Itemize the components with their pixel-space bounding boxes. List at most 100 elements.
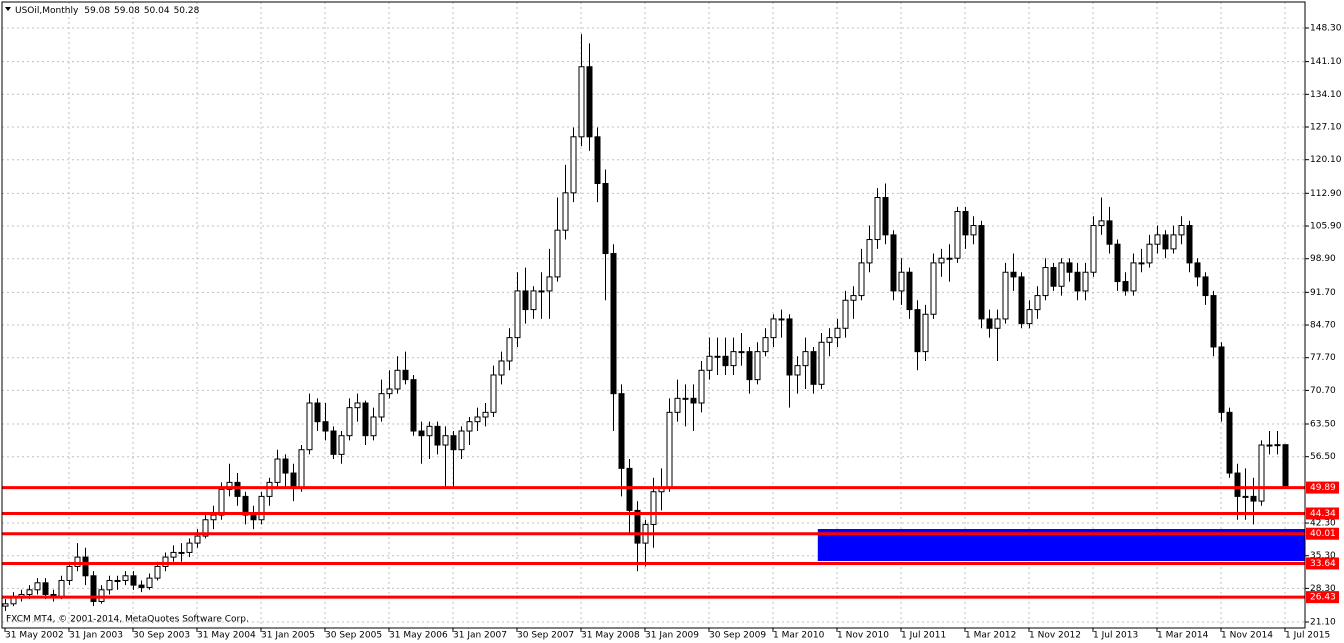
candle-body bbox=[834, 327, 841, 339]
candle-body bbox=[994, 318, 1001, 329]
candle-body bbox=[466, 421, 473, 432]
candle-body bbox=[818, 341, 825, 385]
candle-body bbox=[146, 577, 153, 588]
level-label-bg bbox=[1306, 481, 1339, 494]
candle-body bbox=[226, 481, 233, 490]
candle-body bbox=[394, 369, 401, 390]
candle-body bbox=[1186, 225, 1193, 264]
candle-body bbox=[522, 290, 529, 311]
candle-body bbox=[122, 575, 129, 581]
candle-body bbox=[538, 290, 545, 293]
low: 50.04 bbox=[144, 6, 170, 16]
levels bbox=[2, 486, 1305, 599]
plot-frame bbox=[1, 1, 1306, 629]
candle-body bbox=[2, 603, 9, 607]
candle-body bbox=[170, 551, 177, 558]
candle-body bbox=[1226, 411, 1233, 474]
candle-body bbox=[1146, 243, 1153, 264]
candle-body bbox=[1050, 267, 1057, 287]
candle-body bbox=[362, 402, 369, 437]
x-tick-label: 31 May 2006 bbox=[389, 631, 448, 641]
candle-body bbox=[1170, 234, 1177, 250]
candle-body bbox=[1074, 271, 1081, 292]
candle-body bbox=[850, 295, 857, 301]
candle-body bbox=[130, 575, 137, 586]
candle-body bbox=[426, 425, 433, 437]
candle-body bbox=[634, 509, 641, 544]
candle-body bbox=[282, 458, 289, 474]
candle-body bbox=[370, 416, 377, 437]
candle-body bbox=[1082, 271, 1089, 292]
candle-body bbox=[1042, 267, 1049, 297]
x-tick-label: 31 Jan 2007 bbox=[453, 631, 507, 641]
candle-body bbox=[442, 435, 449, 446]
x-tick-label: 1 Mar 2010 bbox=[773, 631, 825, 641]
candle-body bbox=[34, 582, 41, 591]
candle-body bbox=[242, 495, 249, 516]
candle-body bbox=[962, 211, 969, 236]
candle-body bbox=[682, 397, 689, 400]
y-tick-label: 112.90 bbox=[1310, 189, 1342, 199]
candle-body bbox=[330, 430, 337, 455]
candle-body bbox=[338, 435, 345, 455]
level-label: 49.89 bbox=[1310, 483, 1336, 493]
candle-body bbox=[674, 397, 681, 413]
candle-body bbox=[354, 402, 361, 409]
candle-body bbox=[906, 271, 913, 311]
candle-body bbox=[250, 514, 257, 521]
candle-body bbox=[290, 472, 297, 488]
candle-body bbox=[498, 360, 505, 376]
candle-body bbox=[1018, 276, 1025, 325]
candle-body bbox=[1010, 271, 1017, 278]
y-tick-label: 141.10 bbox=[1310, 57, 1342, 67]
y-tick-label: 70.70 bbox=[1310, 386, 1336, 396]
level-label-bg bbox=[1306, 507, 1339, 520]
candle-body bbox=[322, 421, 329, 432]
candle-body bbox=[1138, 262, 1145, 265]
candle-body bbox=[1202, 276, 1209, 297]
candle-body bbox=[266, 481, 273, 497]
candle-body bbox=[1130, 262, 1137, 292]
candle-body bbox=[218, 488, 225, 516]
candle-body bbox=[826, 337, 833, 343]
candle-body bbox=[810, 351, 817, 385]
candle-body bbox=[970, 225, 977, 236]
candle-body bbox=[162, 556, 169, 567]
close: 50.28 bbox=[174, 6, 200, 16]
high: 59.08 bbox=[114, 6, 140, 16]
candle-body bbox=[1058, 262, 1065, 287]
candle-body bbox=[690, 397, 697, 404]
y-tick-label: 42.30 bbox=[1310, 519, 1336, 529]
x-tick-label: 30 Sep 2009 bbox=[709, 631, 766, 641]
x-tick-label: 1 Mar 2012 bbox=[965, 631, 1016, 641]
y-tick-label: 77.70 bbox=[1310, 353, 1336, 363]
candle-body bbox=[82, 556, 89, 577]
x-tick-label: 1 Nov 2014 bbox=[1221, 631, 1273, 641]
candle-body bbox=[930, 262, 937, 315]
candle-body bbox=[106, 579, 113, 591]
candle-body bbox=[378, 393, 385, 418]
candle-body bbox=[42, 582, 49, 595]
x-tick-label: 1 Jul 2015 bbox=[1285, 631, 1330, 641]
candle-body bbox=[938, 257, 945, 264]
candle-body bbox=[90, 575, 97, 602]
candle-body bbox=[650, 491, 657, 525]
candle-body bbox=[474, 416, 481, 423]
candle-body bbox=[26, 589, 33, 595]
candle-body bbox=[602, 183, 609, 255]
candle-body bbox=[58, 579, 65, 598]
candle-body bbox=[1178, 225, 1185, 236]
y-tick-label: 63.50 bbox=[1310, 420, 1336, 430]
candle-body bbox=[898, 271, 905, 292]
candle-body bbox=[546, 276, 553, 292]
level-label-bg bbox=[1306, 591, 1339, 604]
candle-body bbox=[1266, 444, 1273, 447]
x-tick-label: 31 May 2004 bbox=[197, 631, 256, 641]
open: 59.08 bbox=[84, 6, 110, 16]
candle-body bbox=[258, 495, 265, 521]
candle-body bbox=[890, 234, 897, 292]
candle-body bbox=[450, 435, 457, 451]
y-tick-label: 120.10 bbox=[1310, 155, 1342, 165]
candle-body bbox=[1002, 271, 1009, 320]
